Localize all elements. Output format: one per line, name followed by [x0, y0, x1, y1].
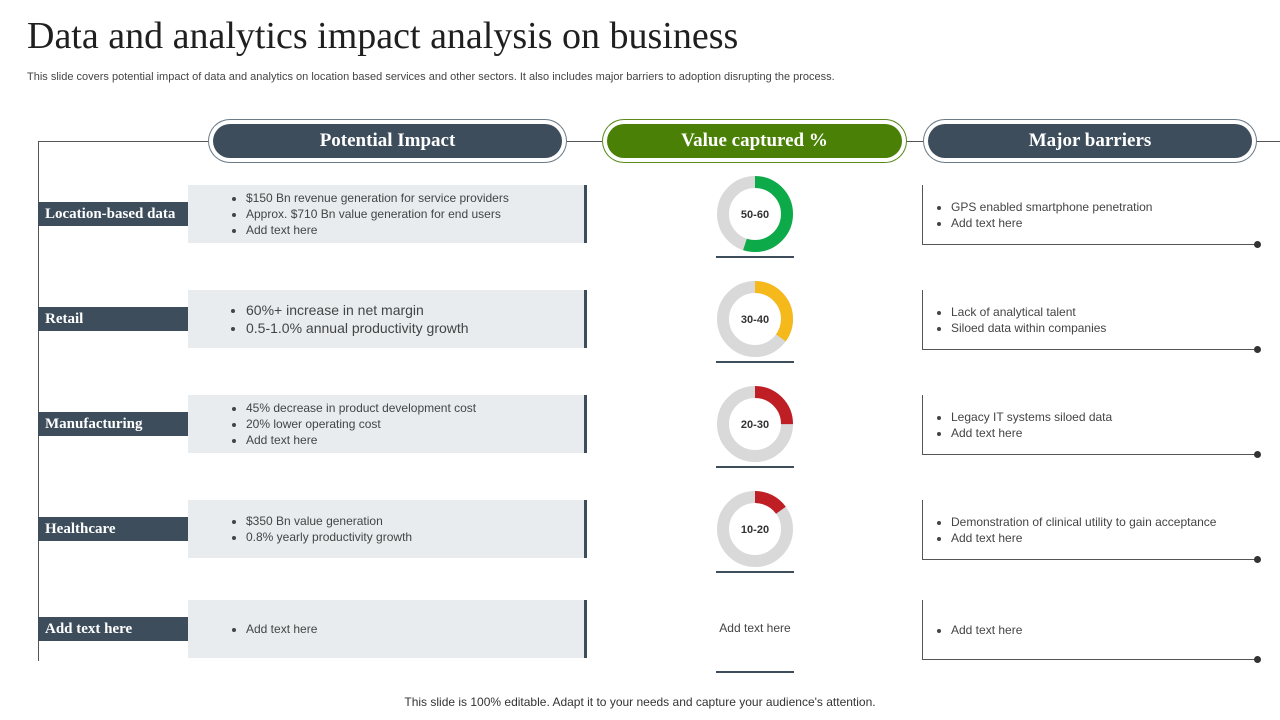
donut-value-arc	[717, 176, 793, 252]
row-label: Manufacturing	[38, 412, 215, 436]
left-spine-line	[38, 141, 39, 661]
value-donut: 30-40	[717, 281, 793, 357]
barrier-endpoint-dot	[1254, 451, 1261, 458]
barrier-box: GPS enabled smartphone penetrationAdd te…	[922, 185, 1261, 248]
donut-label: 50-60	[741, 209, 769, 221]
value-donut: 20-30	[717, 386, 793, 462]
barrier-box: Add text here	[922, 600, 1261, 663]
barrier-item: Add text here	[951, 530, 1216, 546]
impact-item: $150 Bn revenue generation for service p…	[246, 190, 509, 206]
barrier-endpoint-dot	[1254, 241, 1261, 248]
value-underline	[716, 361, 794, 363]
donut-label: 20-30	[741, 419, 769, 431]
donut-value-arc	[717, 281, 793, 357]
row-label: Retail	[38, 307, 215, 331]
page-subtitle: This slide covers potential impact of da…	[27, 71, 835, 83]
value-underline	[716, 571, 794, 573]
barrier-item: Add text here	[951, 622, 1022, 638]
donut-value-arc	[717, 386, 793, 462]
impact-item: 0.5-1.0% annual productivity growth	[246, 319, 469, 337]
impact-box: 45% decrease in product development cost…	[188, 395, 587, 453]
header-major-barriers: Major barriers	[928, 124, 1252, 158]
impact-item: $350 Bn value generation	[246, 513, 412, 529]
impact-item: Add text here	[246, 432, 476, 448]
donut-value-arc	[717, 491, 793, 567]
impact-box: $350 Bn value generation0.8% yearly prod…	[188, 500, 587, 558]
value-donut: 50-60	[717, 176, 793, 252]
barrier-item: Demonstration of clinical utility to gai…	[951, 514, 1216, 530]
barrier-box: Lack of analytical talentSiloed data wit…	[922, 290, 1261, 353]
value-underline	[716, 256, 794, 258]
donut-label: 10-20	[741, 524, 769, 536]
impact-item: Add text here	[246, 621, 317, 637]
barrier-endpoint-dot	[1254, 656, 1261, 663]
barrier-item: Siloed data within companies	[951, 320, 1106, 336]
header-potential-impact: Potential Impact	[213, 124, 562, 158]
footer-note: This slide is 100% editable. Adapt it to…	[404, 695, 876, 709]
value-underline	[716, 671, 794, 673]
donut-label: 30-40	[741, 314, 769, 326]
barrier-item: Add text here	[951, 425, 1112, 441]
barrier-box: Demonstration of clinical utility to gai…	[922, 500, 1261, 563]
header-value-captured: Value captured %	[607, 124, 902, 158]
impact-item: 20% lower operating cost	[246, 416, 476, 432]
row-label: Location-based data	[38, 202, 215, 226]
barrier-endpoint-dot	[1254, 556, 1261, 563]
value-text: Add text here	[719, 621, 791, 635]
impact-box: Add text here	[188, 600, 587, 658]
impact-item: 45% decrease in product development cost	[246, 400, 476, 416]
barrier-endpoint-dot	[1254, 346, 1261, 353]
impact-box: 60%+ increase in net margin0.5-1.0% annu…	[188, 290, 587, 348]
barrier-item: Legacy IT systems siloed data	[951, 409, 1112, 425]
value-underline	[716, 466, 794, 468]
impact-item: Approx. $710 Bn value generation for end…	[246, 206, 509, 222]
barrier-box: Legacy IT systems siloed dataAdd text he…	[922, 395, 1261, 458]
impact-box: $150 Bn revenue generation for service p…	[188, 185, 587, 243]
impact-item: Add text here	[246, 222, 509, 238]
impact-item: 60%+ increase in net margin	[246, 301, 469, 319]
barrier-item: Lack of analytical talent	[951, 304, 1106, 320]
barrier-item: GPS enabled smartphone penetration	[951, 199, 1152, 215]
impact-item: 0.8% yearly productivity growth	[246, 529, 412, 545]
row-label: Add text here	[38, 617, 215, 641]
row-label: Healthcare	[38, 517, 215, 541]
value-donut: 10-20	[717, 491, 793, 567]
page-title: Data and analytics impact analysis on bu…	[27, 15, 739, 57]
barrier-item: Add text here	[951, 215, 1152, 231]
